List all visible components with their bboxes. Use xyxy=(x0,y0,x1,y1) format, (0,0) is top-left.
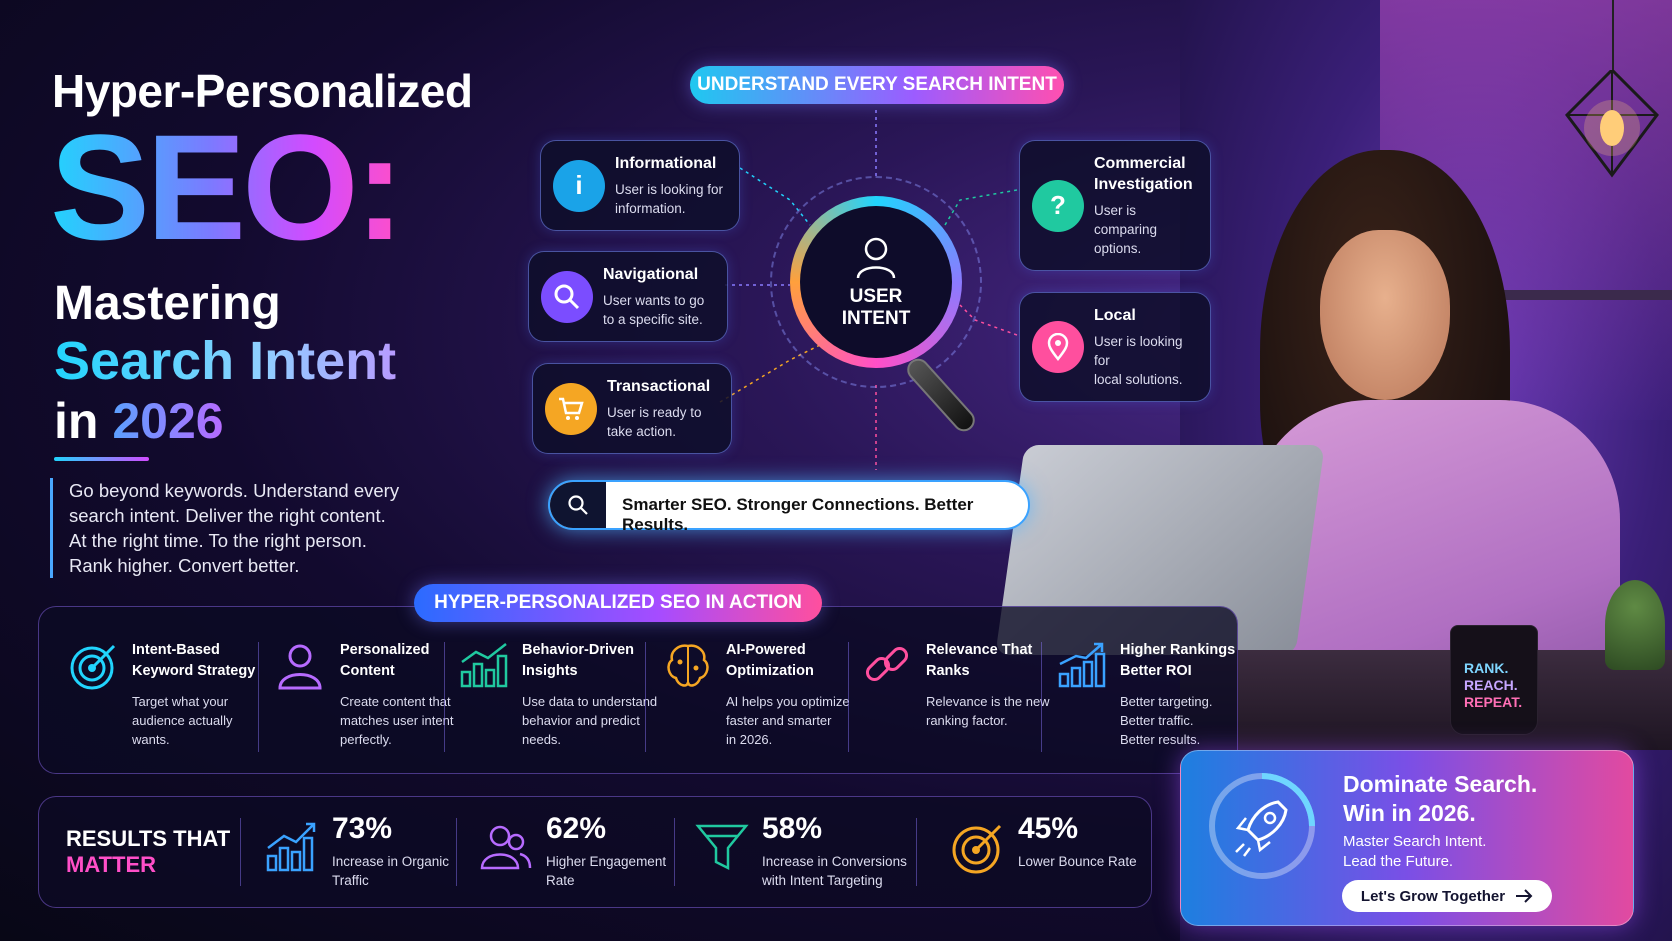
users-icon xyxy=(480,825,532,870)
mug-text: RANK. REACH. REPEAT. xyxy=(1464,660,1523,710)
action-panel xyxy=(38,606,1238,774)
growth-chart-icon xyxy=(1058,642,1106,688)
link-icon xyxy=(865,646,909,682)
user-icon xyxy=(278,644,322,690)
question-icon: ? xyxy=(1032,179,1084,232)
search-bar-text: Smarter SEO. Stronger Connections. Bette… xyxy=(622,495,974,534)
headline-divider xyxy=(54,457,149,461)
search-icon[interactable] xyxy=(550,482,606,528)
target-icon xyxy=(952,824,1002,874)
tagline: Go beyond keywords. Understand every sea… xyxy=(50,478,410,578)
headline-top: Hyper-Personalized xyxy=(52,65,473,117)
target-icon xyxy=(70,644,116,690)
search-icon xyxy=(541,270,593,323)
intent-card-navigational: Navigational User wants to go to a specif… xyxy=(528,251,728,342)
action-divider xyxy=(258,642,259,752)
brain-icon xyxy=(667,644,709,687)
intent-card-local: Local User is looking for local solutions… xyxy=(1019,292,1211,402)
action-divider xyxy=(444,642,445,752)
cta-button-label: Let's Grow Together xyxy=(1360,887,1506,905)
results-divider xyxy=(674,818,675,886)
results-panel xyxy=(38,796,1152,908)
intent-header-pill: UNDERSTAND EVERY SEARCH INTENT xyxy=(690,66,1064,104)
plant xyxy=(1605,580,1665,670)
intent-card-transactional: Transactional User is ready to take actio… xyxy=(532,363,732,454)
headline-search-intent: Search Intent xyxy=(54,331,397,391)
mug xyxy=(1450,625,1538,735)
pendant-lamp-icon xyxy=(1565,70,1659,178)
action-divider xyxy=(848,642,849,752)
bar-chart-icon xyxy=(460,643,508,688)
cta-subtext: Master Search Intent. Lead the Future. xyxy=(1343,833,1487,870)
cart-icon xyxy=(545,382,597,435)
arrow-right-icon xyxy=(1516,889,1533,903)
rocket-icon xyxy=(1209,773,1315,879)
person-face xyxy=(1320,230,1450,400)
growth-chart-icon xyxy=(266,822,316,872)
headline-seo: SEO: xyxy=(50,103,405,271)
lets-grow-together-button[interactable]: Let's Grow Together xyxy=(1342,880,1552,912)
results-title: RESULTS THAT MATTER xyxy=(66,826,231,877)
user-intent-lens: USER INTENT xyxy=(790,196,962,368)
info-icon: i xyxy=(553,159,605,212)
location-pin-icon xyxy=(1032,321,1084,373)
action-header-pill: HYPER-PERSONALIZED SEO IN ACTION xyxy=(414,584,822,622)
intent-card-informational: i Informational User is looking for infor… xyxy=(540,140,740,231)
results-divider xyxy=(916,818,917,886)
action-divider xyxy=(645,642,646,752)
magnifier-handle xyxy=(902,354,980,436)
user-icon xyxy=(856,237,896,279)
search-bar[interactable]: Smarter SEO. Stronger Connections. Bette… xyxy=(548,480,1030,534)
action-divider xyxy=(1041,642,1042,752)
desk xyxy=(1180,650,1672,750)
intent-card-commercial: ? Commercial Investigation User is compar… xyxy=(1019,140,1211,271)
intent-orbit xyxy=(770,176,982,388)
headline-year-line: in 2026 xyxy=(54,393,224,449)
headline-mastering: Mastering xyxy=(54,277,281,330)
lamp-cord xyxy=(1612,0,1614,70)
shelf xyxy=(1500,290,1672,300)
results-divider xyxy=(240,818,241,886)
cta-heading: Dominate Search. Win in 2026. xyxy=(1343,771,1538,826)
results-divider xyxy=(456,818,457,886)
funnel-icon xyxy=(695,824,749,871)
user-intent-label: USER INTENT xyxy=(841,286,911,329)
